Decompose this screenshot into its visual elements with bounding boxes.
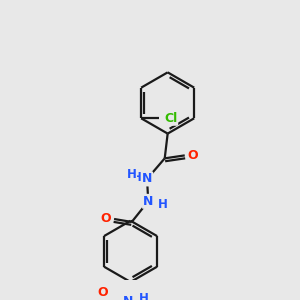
Text: H: H bbox=[131, 171, 141, 184]
Text: H: H bbox=[127, 168, 137, 181]
Text: O: O bbox=[98, 286, 108, 298]
Text: O: O bbox=[100, 212, 111, 226]
Text: N: N bbox=[122, 295, 133, 300]
Text: H: H bbox=[139, 292, 148, 300]
Text: O: O bbox=[187, 149, 198, 162]
Text: N: N bbox=[143, 195, 153, 208]
Text: Cl: Cl bbox=[164, 112, 177, 125]
Text: H: H bbox=[158, 198, 168, 211]
Text: N: N bbox=[142, 172, 152, 185]
